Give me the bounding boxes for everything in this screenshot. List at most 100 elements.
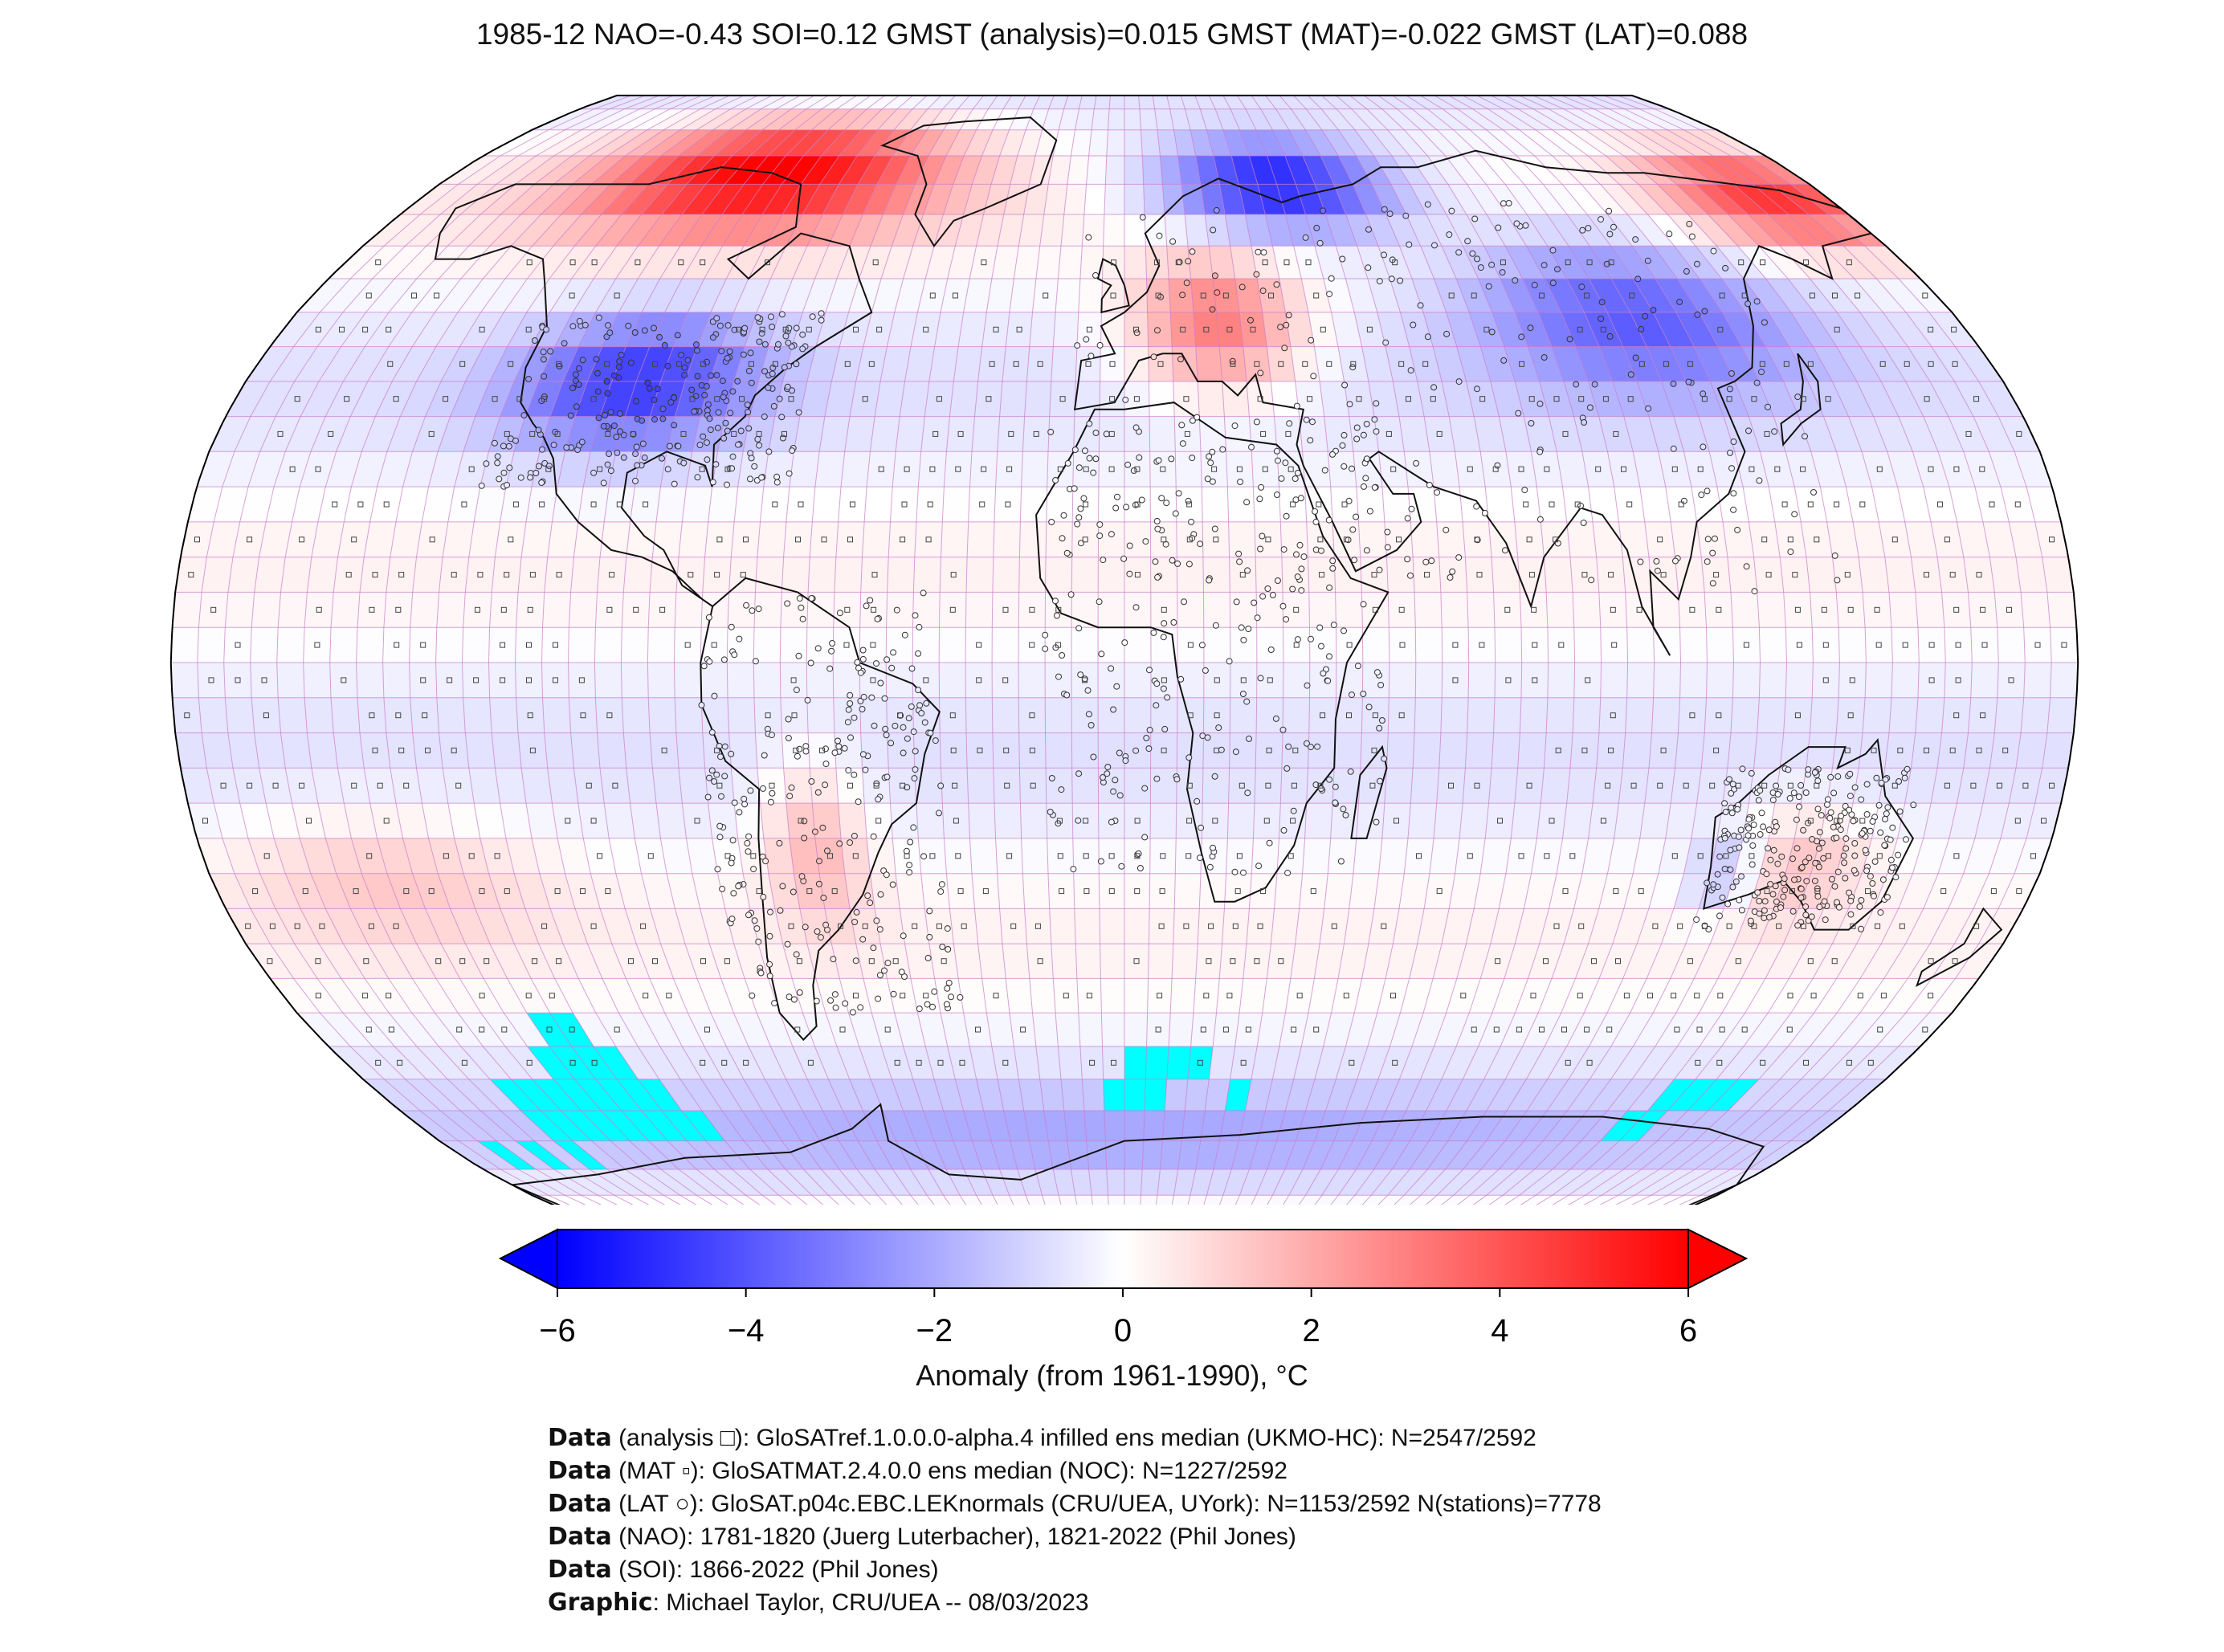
grid-cell (1410, 156, 1448, 185)
grid-cell (458, 1013, 505, 1046)
grid-cell (1177, 1140, 1201, 1169)
station-marker (1373, 818, 1380, 826)
station-marker (1842, 875, 1849, 882)
station-marker (888, 740, 895, 747)
grid-cell (1105, 1140, 1124, 1169)
station-marker (1638, 325, 1645, 332)
station-marker (1174, 560, 1181, 567)
grid-cell (604, 803, 635, 838)
station-marker (1794, 922, 1802, 929)
grid-cell (1487, 1195, 1536, 1205)
grid-cell (1566, 768, 1597, 804)
grid-cell (1963, 557, 1995, 593)
grid-cell (416, 944, 460, 979)
station-marker (1293, 551, 1300, 558)
grid-cell (500, 908, 539, 944)
grid-cell (647, 1195, 700, 1205)
grid-cell (871, 214, 904, 247)
station-marker (798, 873, 806, 880)
grid-cell (375, 381, 417, 417)
grid-cell (1275, 108, 1306, 130)
grid-cell (554, 312, 596, 347)
grid-cell (679, 214, 722, 247)
grid-cell (1299, 873, 1328, 909)
grid-cell (1150, 768, 1177, 804)
grid-cell (1594, 108, 1651, 130)
station-marker (1238, 624, 1245, 631)
station-marker (1161, 725, 1169, 732)
station-marker (1313, 224, 1320, 231)
grid-cell (590, 129, 647, 156)
grid-cell (1515, 312, 1552, 347)
grid-cell (1336, 663, 1363, 698)
grid-cell (1338, 129, 1374, 156)
colorbar-tick-label: 6 (1679, 1313, 1697, 1348)
grid-cell (1335, 592, 1363, 628)
grid-cell (664, 1013, 704, 1046)
station-marker (704, 793, 712, 801)
grid-cell (1018, 627, 1046, 663)
grid-cell (871, 1013, 904, 1046)
grid-cell (734, 487, 764, 522)
station-marker (1308, 337, 1315, 344)
grid-cell (1424, 416, 1455, 452)
grid-cell (806, 697, 835, 733)
grid-cell (682, 803, 712, 838)
grid-cell (336, 873, 376, 909)
meridian (1166, 95, 1205, 1205)
grid-cell (994, 487, 1022, 522)
grid-cell (1446, 1079, 1484, 1111)
grid-cell (2050, 663, 2079, 698)
grid-cell (768, 416, 800, 452)
station-marker (1114, 493, 1120, 500)
grid-cell (745, 1195, 791, 1205)
station-marker (1086, 420, 1093, 427)
station-marker (1745, 825, 1753, 832)
grid-cell (1100, 978, 1124, 1014)
grid-cell (410, 697, 439, 733)
grid-cell (839, 1140, 875, 1169)
grid-cell (274, 451, 311, 487)
grid-cell (581, 184, 630, 214)
grid-cell (382, 663, 410, 698)
grid-cell (270, 312, 320, 347)
grid-cell (1230, 246, 1258, 279)
station-marker (1408, 505, 1415, 512)
grid-cell (801, 156, 839, 185)
station-marker (750, 866, 757, 873)
grid-cell (180, 768, 214, 804)
meridian (965, 95, 1041, 1205)
grid-cell (1356, 1140, 1391, 1169)
station-marker (1310, 373, 1317, 380)
grid-cell (1538, 312, 1576, 347)
station-marker (1239, 691, 1247, 697)
grid-cell (1088, 129, 1108, 156)
grid-cell (1209, 246, 1235, 279)
station-marker (760, 785, 766, 792)
grid-cell (1390, 184, 1426, 214)
grid-cell (1378, 838, 1408, 874)
grid-cell (1176, 803, 1203, 838)
station-marker (1329, 451, 1336, 458)
grid-cell (557, 451, 591, 487)
grid-cell (1810, 592, 1839, 628)
station-marker (693, 341, 700, 349)
grid-cell (342, 1013, 395, 1046)
grid-cell (1915, 697, 1944, 733)
grid-cell (1323, 279, 1355, 312)
grid-cell (516, 592, 545, 628)
station-marker (1132, 747, 1140, 754)
grid-cell (883, 1111, 916, 1141)
station-marker (1153, 517, 1161, 524)
grid-cell (896, 416, 925, 452)
station-marker (852, 957, 859, 965)
station-marker (809, 313, 816, 320)
grid-cell (583, 838, 616, 874)
station-marker (1300, 553, 1308, 561)
coastline-new-zealand (1916, 907, 2003, 987)
station-marker (871, 722, 878, 729)
grid-cell (1889, 697, 1918, 733)
missing-cell (1647, 1079, 1696, 1111)
station-marker (1502, 547, 1508, 554)
grid-cell (1075, 944, 1101, 979)
